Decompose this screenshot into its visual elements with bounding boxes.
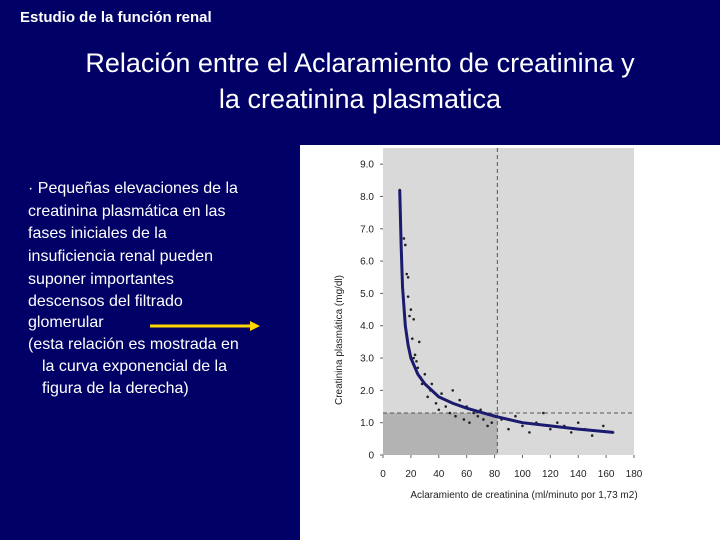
point <box>415 359 418 363</box>
point <box>549 427 552 431</box>
point <box>514 414 517 418</box>
x-tick-label: 140 <box>570 469 587 480</box>
x-axis-label: Aclaramiento de creatinina (ml/minuto po… <box>410 490 637 501</box>
point <box>426 395 429 399</box>
y-tick-label: 2.0 <box>360 386 374 397</box>
point <box>590 434 594 437</box>
point <box>402 237 406 240</box>
title-line: la creatinina plasmatica <box>219 84 502 114</box>
arrow-head <box>250 321 260 331</box>
body-line: glomerular <box>28 314 104 331</box>
shaded-region <box>383 412 498 455</box>
point <box>410 337 414 340</box>
title-line: Relación entre el Aclaramiento de creati… <box>85 48 635 78</box>
body-line: suponer importantes <box>28 271 174 288</box>
x-tick-label: 80 <box>489 469 501 480</box>
point <box>521 424 524 428</box>
point <box>413 353 417 357</box>
y-axis-label: Creatinina plasmática (mg/dl) <box>334 275 345 405</box>
x-tick-label: 40 <box>433 469 445 480</box>
plot-area <box>383 148 634 455</box>
point <box>556 421 559 424</box>
x-tick-label: 20 <box>405 469 417 480</box>
y-tick-label: 0 <box>368 451 374 462</box>
body-line: creatinina plasmática en las <box>28 203 225 220</box>
y-tick-label: 4.0 <box>360 321 374 332</box>
point <box>430 382 434 386</box>
y-tick-label: 3.0 <box>360 354 374 365</box>
point <box>602 424 605 428</box>
point <box>440 392 443 395</box>
y-tick-label: 5.0 <box>360 289 374 300</box>
point <box>437 408 441 412</box>
body-line: fases iniciales de la <box>28 225 167 242</box>
y-tick-label: 6.0 <box>360 257 374 268</box>
curve <box>398 189 614 434</box>
point <box>472 411 475 415</box>
point <box>468 421 471 424</box>
y-tick-label: 9.0 <box>360 160 374 171</box>
point <box>542 411 545 415</box>
point <box>448 411 452 415</box>
point <box>451 389 455 392</box>
point <box>405 272 409 276</box>
y-tick-label: 1.0 <box>360 418 374 429</box>
point <box>412 356 415 360</box>
body-line: figura de la derecha) <box>42 380 189 397</box>
body-line: la curva exponencial de la <box>42 358 227 375</box>
body-line: · Pequeñas elevaciones de la <box>28 180 238 197</box>
point <box>404 243 407 247</box>
x-tick-label: 180 <box>626 469 643 480</box>
y-tick-label: 8.0 <box>360 192 374 203</box>
x-tick-label: 60 <box>461 469 473 480</box>
point <box>458 398 461 402</box>
point <box>576 421 580 424</box>
point <box>569 431 573 434</box>
point <box>406 295 410 298</box>
y-tick-label: 7.0 <box>360 224 374 235</box>
body-line: (esta relación es mostrada en <box>28 336 239 353</box>
point <box>434 401 438 405</box>
point <box>490 421 494 424</box>
x-tick-label: 120 <box>542 469 559 480</box>
point <box>444 405 448 408</box>
point <box>409 308 413 311</box>
point <box>482 418 485 421</box>
point <box>528 431 531 434</box>
body-line: descensos del filtrado <box>28 293 183 310</box>
header: Estudio de la función renal <box>20 9 212 26</box>
point <box>408 314 411 318</box>
point <box>423 372 427 376</box>
point <box>412 317 415 321</box>
point <box>507 427 510 431</box>
x-tick-label: 160 <box>598 469 615 480</box>
point <box>476 414 480 418</box>
body-line: insuficiencia renal pueden <box>28 248 213 265</box>
point <box>416 366 420 370</box>
point <box>486 424 489 428</box>
point <box>479 408 482 412</box>
point <box>454 414 457 418</box>
x-tick-label: 0 <box>380 469 386 480</box>
point <box>417 340 421 344</box>
point <box>462 418 466 421</box>
x-tick-label: 100 <box>514 469 531 480</box>
point <box>406 275 410 279</box>
